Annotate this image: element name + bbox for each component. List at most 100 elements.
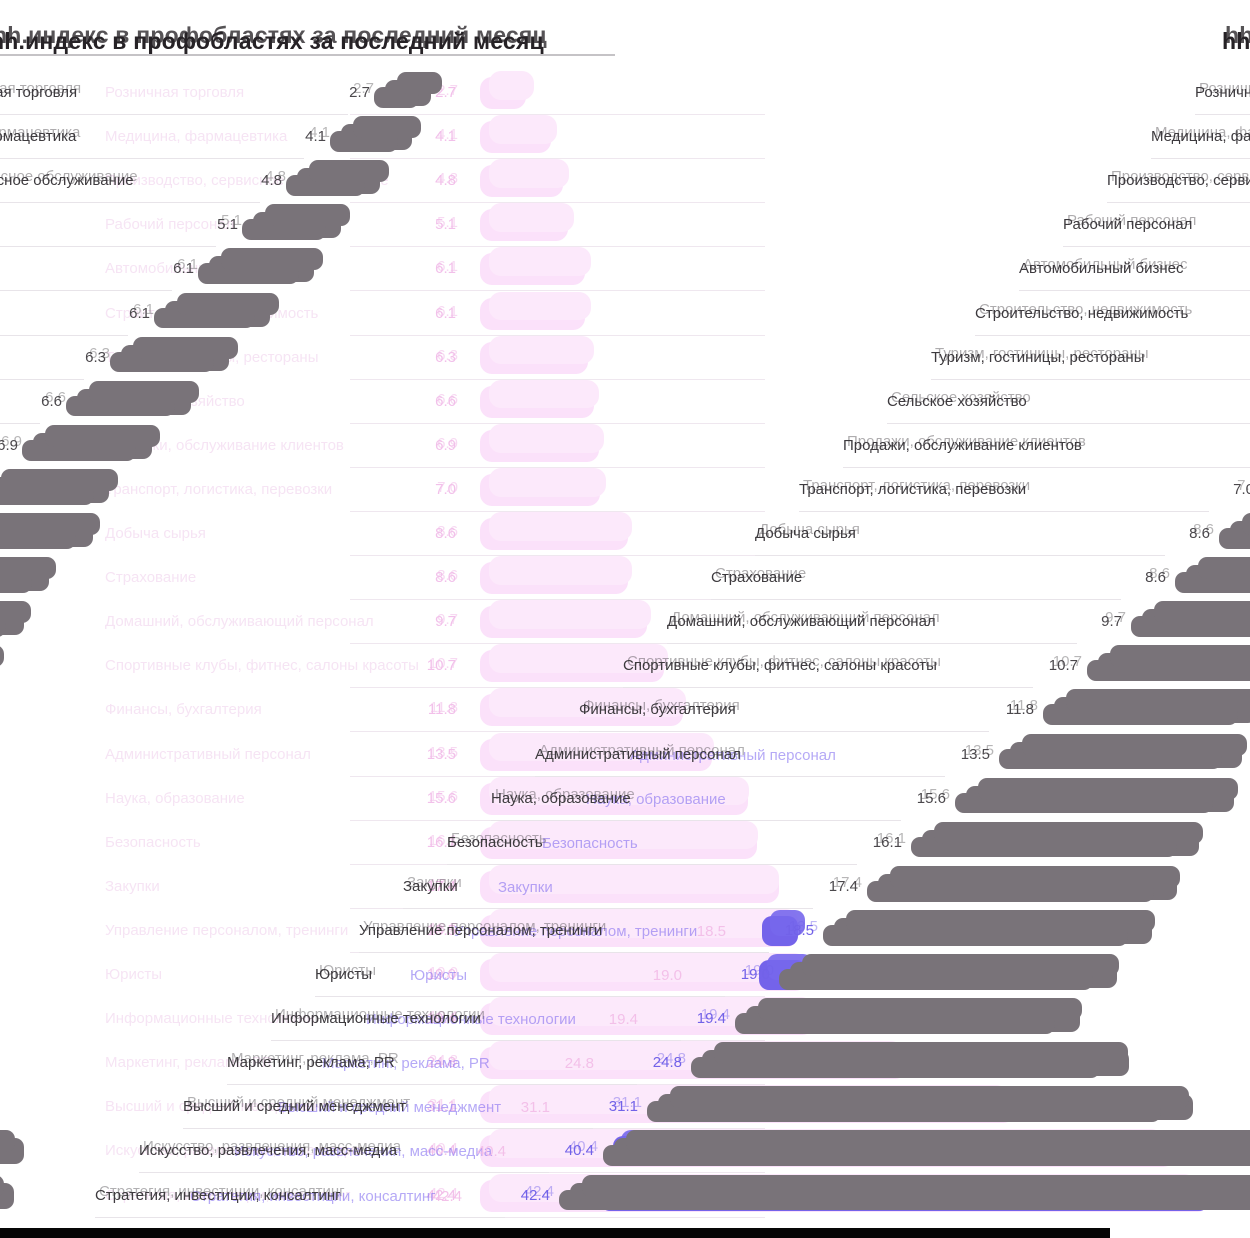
row-value: 15.6 xyxy=(916,789,946,807)
hh-index-bar-ghost xyxy=(109,336,239,373)
row-label: Спортивные клубы, фитнес, салоны красоты xyxy=(623,657,937,675)
hh-index-bar-ghost xyxy=(1175,557,1250,593)
row-label-ghost: Медицина, фармацевтика xyxy=(105,128,288,146)
row-separator xyxy=(0,114,348,115)
row-label: Маркетинг, реклама, PR xyxy=(227,1054,395,1072)
row-label-ghost: Искусство, развлечения, масс-медиа xyxy=(105,1142,364,1160)
hh-index-bar xyxy=(480,776,750,815)
row-value: 19.4 xyxy=(696,1010,726,1028)
row-label: Транспорт, логистика, перевозки xyxy=(799,480,1027,498)
row-label-ghost: Юристы xyxy=(105,966,163,983)
hh-index-bar-ghost xyxy=(0,1130,24,1165)
row-label-ghost: Страхование xyxy=(105,569,197,587)
row-separator xyxy=(227,1084,637,1086)
row-value: 31.1 xyxy=(608,1098,638,1116)
hh-index-bar-ghost xyxy=(647,1086,1193,1123)
row-value: 6.9 xyxy=(0,436,18,454)
row-value-pale: 5.1 xyxy=(435,216,456,234)
hh-index-bar-ghost xyxy=(558,1174,1250,1211)
row-separator xyxy=(350,643,765,645)
row-label: Рабочий персонал xyxy=(1063,216,1193,234)
row-label-ghost: Розничная торговля xyxy=(105,84,245,101)
row-separator xyxy=(350,510,765,512)
row-value: 24.8 xyxy=(652,1054,682,1072)
hh-index-bar-ghost xyxy=(242,204,350,241)
row-label: Продажи, обслуживание клиентов xyxy=(843,436,1082,454)
row-value: 11.8 xyxy=(1005,701,1034,719)
row-separator xyxy=(799,510,1209,512)
hh-index-bar-ghost xyxy=(373,72,443,108)
row-value: 10.7 xyxy=(1048,657,1078,675)
row-label-ghost: Продажи, обслуживание клиентов xyxy=(105,436,344,454)
row-value: 19.0 xyxy=(740,966,770,983)
row-separator xyxy=(491,819,901,821)
hh-index-bar-ghost xyxy=(330,116,421,152)
row-label: Юристы xyxy=(315,966,373,983)
row-value-pale: 40.4 xyxy=(426,1142,456,1160)
row-value-pale: 4.1 xyxy=(435,128,456,146)
row-label-ghost: Рабочий персонал xyxy=(105,216,235,234)
row-label: Страхование xyxy=(711,569,803,587)
row-separator xyxy=(579,731,989,733)
hh-index-bar xyxy=(480,600,651,639)
row-label: Строительство, недвижимость xyxy=(975,304,1189,322)
hh-index-bar xyxy=(480,291,591,330)
row-label-ghost: Добыча сырья xyxy=(105,525,206,542)
row-value: 8.6 xyxy=(1189,525,1210,542)
row-label: Медицина, фармацевтика xyxy=(0,128,77,146)
row-separator xyxy=(350,378,765,380)
hh-index-bar-ghost xyxy=(22,424,160,461)
hh-index-bar-highlight xyxy=(762,909,805,946)
row-label: Высший и средний менеджмент xyxy=(183,1098,407,1116)
row-value-pale: 6.1 xyxy=(435,304,456,322)
row-label-ghost: Домашний, обслуживающий персонал xyxy=(105,613,374,631)
row-label: Безопасность xyxy=(447,833,543,851)
row-label-ghost: Административный персонал xyxy=(105,745,311,763)
row-value: 4.1 xyxy=(305,128,326,146)
row-label: Добыча сырья xyxy=(755,525,856,542)
row-label: Розничная торговля xyxy=(1195,84,1250,101)
row-separator xyxy=(843,466,1250,468)
row-label-ghost: Стратегия, инвестиции, консалтинг xyxy=(105,1186,351,1204)
row-separator xyxy=(183,1128,593,1130)
row-label: Производство, сервисное обслуживание xyxy=(1107,172,1250,190)
row-label-ghost: Спортивные клубы, фитнес, салоны красоты xyxy=(105,657,419,675)
row-value: 6.1 xyxy=(129,304,150,322)
row-separator xyxy=(623,687,1033,689)
row-value-pale: 15.6 xyxy=(426,789,456,807)
row-label-ghost: Финансы, бухгалтерия xyxy=(105,701,262,719)
row-separator xyxy=(350,114,765,115)
hh-index-bar-ghost xyxy=(0,468,119,505)
row-separator xyxy=(350,334,765,336)
hh-index-bar xyxy=(480,71,535,109)
row-separator xyxy=(1195,114,1250,115)
row-value: 9.7 xyxy=(1101,613,1122,631)
row-value: 17.4 xyxy=(828,877,858,895)
hh-index-bar xyxy=(480,379,599,418)
hh-index-bar-ghost xyxy=(954,777,1239,814)
row-value-pale: 10.7 xyxy=(426,657,456,675)
row-separator xyxy=(350,290,765,292)
hh-index-bar-ghost xyxy=(0,557,57,593)
row-label-ghost: Безопасность xyxy=(105,833,201,851)
row-value: 6.3 xyxy=(85,348,106,366)
hh-index-bar-ghost xyxy=(198,248,323,285)
row-value-pale: 19.4 xyxy=(426,1010,456,1028)
row-separator xyxy=(711,599,1121,601)
hh-index-bar-ghost xyxy=(0,601,31,637)
hh-index-bar xyxy=(480,423,604,462)
hh-index-bar xyxy=(480,953,807,991)
hh-index-bar xyxy=(480,732,715,771)
row-separator xyxy=(139,1172,549,1174)
row-value: 7.0 xyxy=(1233,480,1250,498)
row-separator xyxy=(350,555,765,556)
row-separator xyxy=(0,290,172,292)
row-separator xyxy=(350,422,765,424)
row-label: Медицина, фармацевтика xyxy=(1151,128,1250,146)
row-value-pale: 24.8 xyxy=(426,1054,456,1072)
row-separator xyxy=(0,158,304,160)
row-separator xyxy=(315,996,725,997)
row-value-pale: 6.1 xyxy=(435,260,456,278)
row-label: Производство, сервисное обслуживание xyxy=(0,172,134,190)
